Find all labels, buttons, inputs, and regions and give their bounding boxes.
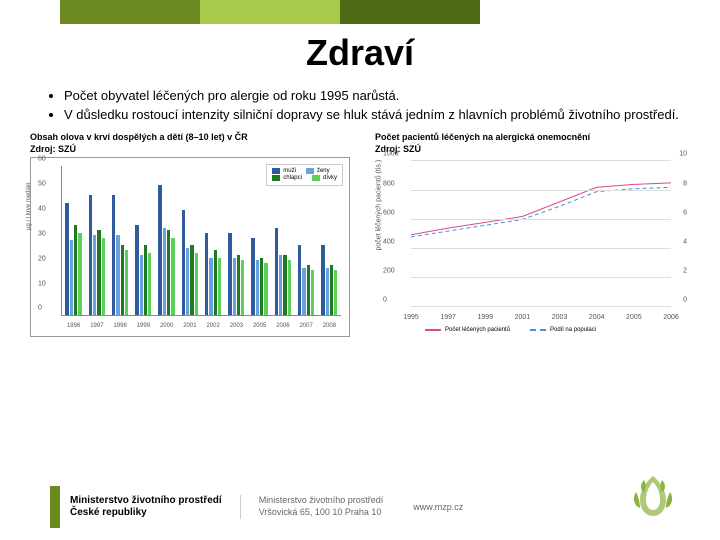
ministry-address: Ministerstvo životního prostředí Vršovic… — [240, 495, 384, 518]
bar-legend: mužiženychlapcidívky — [266, 164, 343, 186]
bullet-item: V důsledku rostoucí intenzity silniční d… — [64, 107, 690, 122]
ministry-name: Ministerstvo životního prostředí České r… — [70, 495, 222, 519]
line-chart-container: Počet pacientů léčených na alergická one… — [375, 132, 700, 337]
bar-chart: μg / l krve medián 010203040506019961997… — [30, 157, 350, 337]
bar-chart-caption: Obsah olova v krvi dospělých a dětí (8–1… — [30, 132, 248, 142]
website-url: www.mzp.cz — [413, 502, 463, 512]
line-ylabel: počet léčených pacientů (tis.) — [376, 160, 383, 251]
emblem-icon — [626, 472, 680, 520]
bullet-item: Počet obyvatel léčených pro alergie od r… — [64, 88, 690, 103]
line-chart: počet léčených pacientů (tis.) 020040060… — [375, 157, 695, 337]
bar-chart-source: Zdroj: SZÚ — [30, 144, 76, 154]
footer-accent-band — [50, 486, 60, 528]
bullet-list: Počet obyvatel léčených pro alergie od r… — [50, 88, 690, 122]
bar-ylabel: μg / l krve medián — [26, 183, 32, 230]
line-chart-caption: Počet pacientů léčených na alergická one… — [375, 132, 590, 142]
header-color-bands — [60, 0, 480, 24]
line-legend: Počet léčených pacientůPodíl na populaci — [425, 327, 596, 333]
footer: Ministerstvo životního prostředí České r… — [0, 486, 720, 528]
page-title: Zdraví — [0, 32, 720, 74]
bar-chart-container: Obsah olova v krvi dospělých a dětí (8–1… — [30, 132, 355, 337]
